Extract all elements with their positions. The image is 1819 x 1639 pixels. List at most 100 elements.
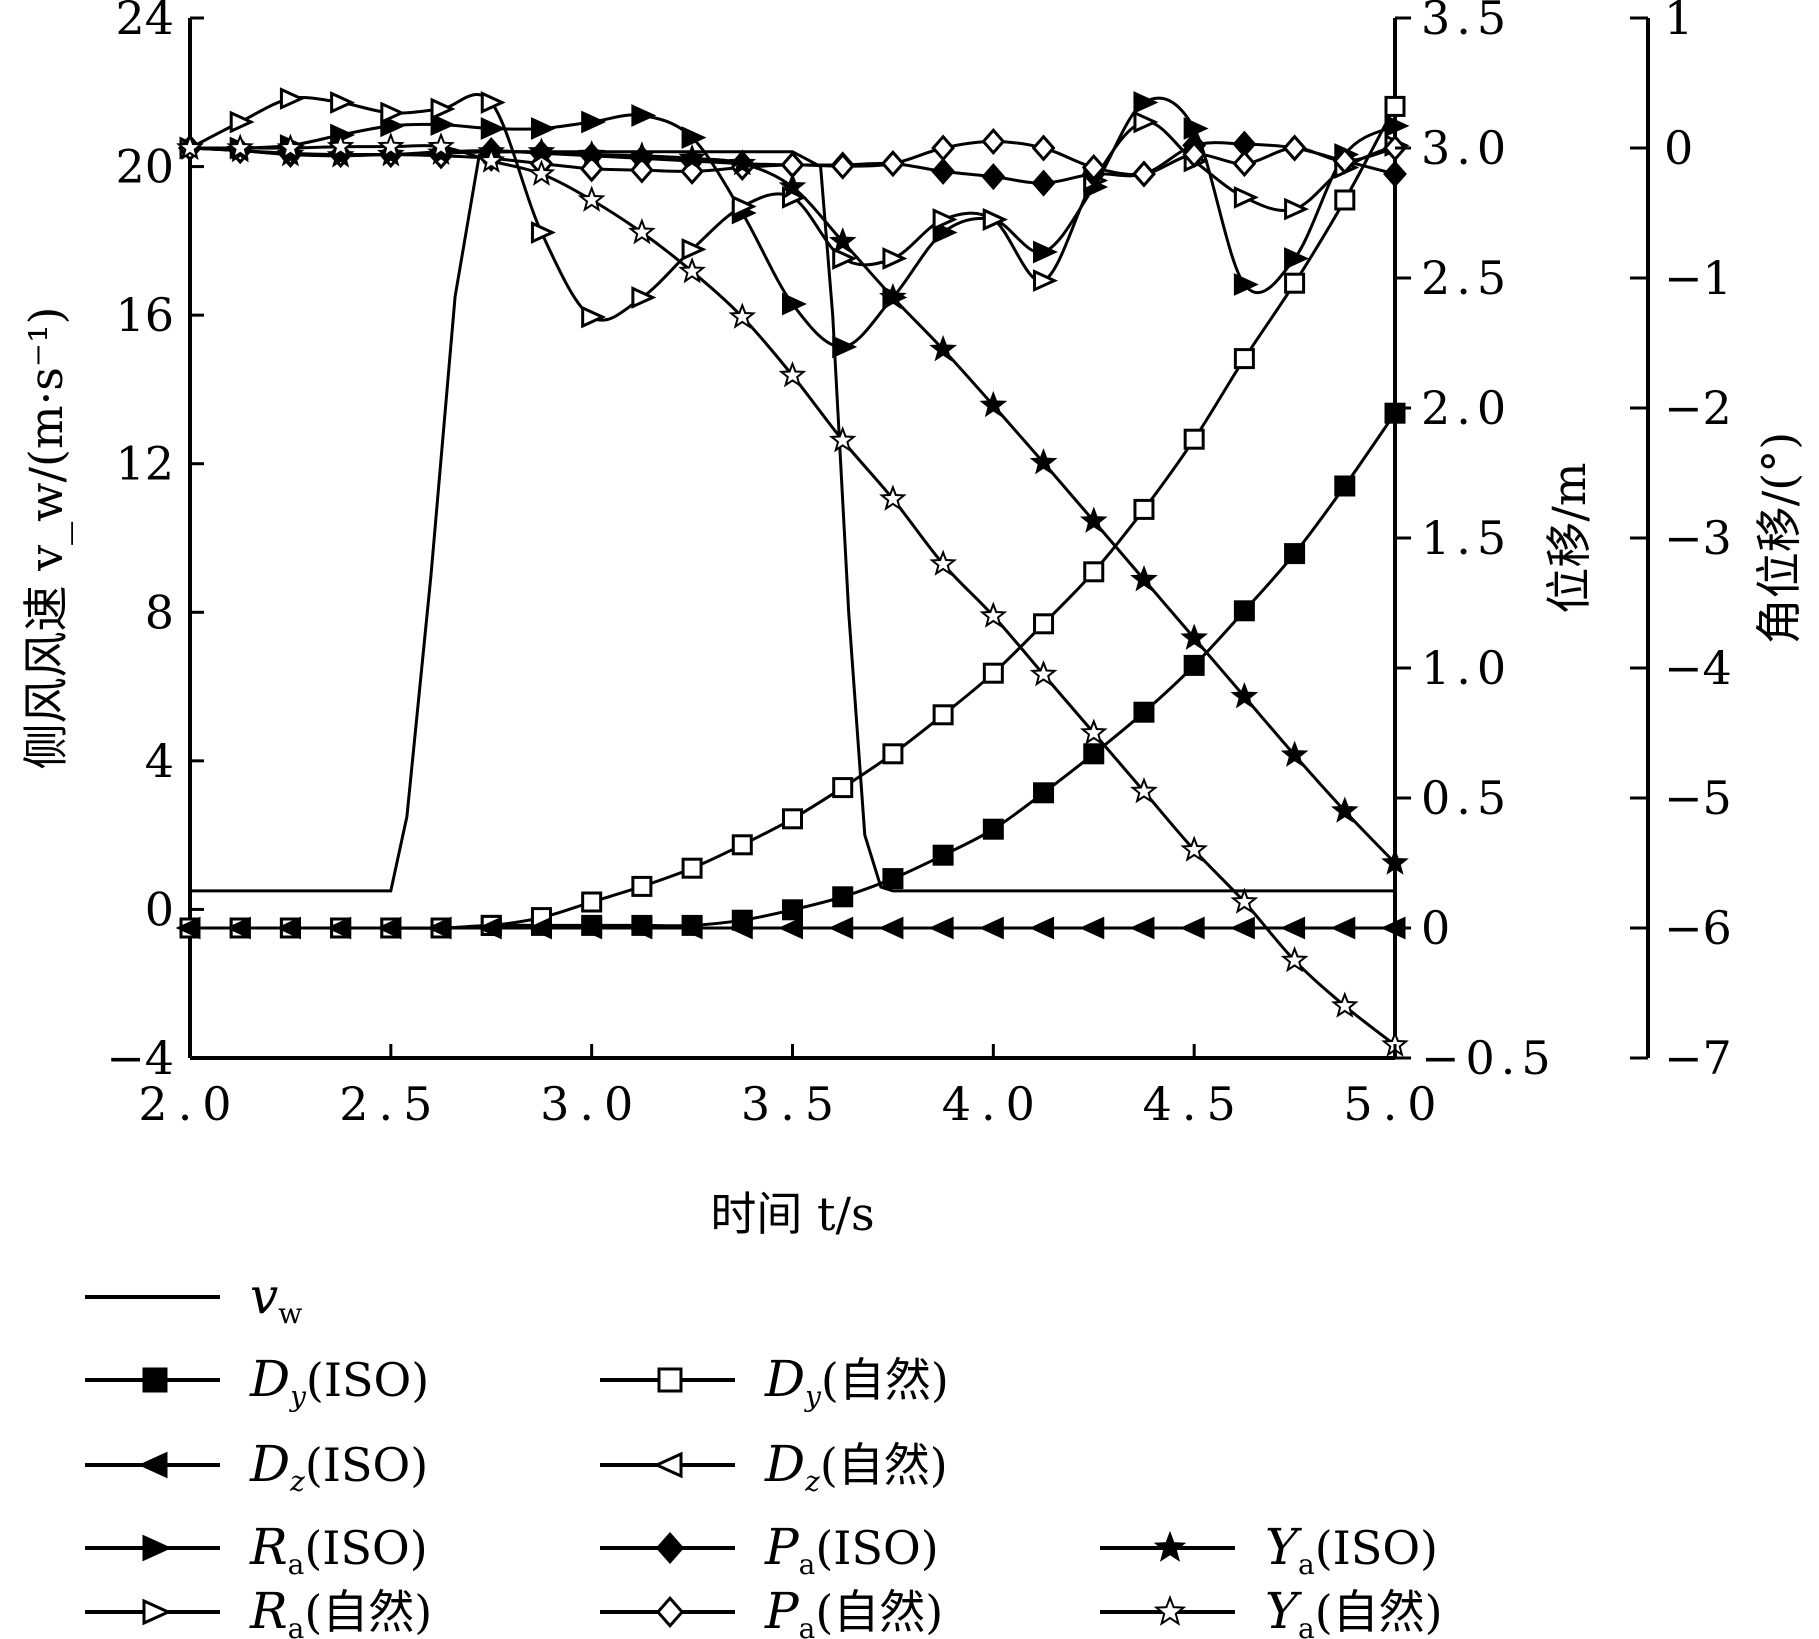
data-point-Ra_nat <box>832 247 858 270</box>
data-point-Ra_nat <box>1033 269 1058 292</box>
chart-legend: vw Dy(ISO) Dy(自然) Dz(ISO) Dz(自然) Ra(ISO)Ra(自然… <box>85 1267 1443 1639</box>
data-point-Ya_ISO <box>377 139 405 167</box>
data-point-Dz_ISO <box>1179 916 1205 940</box>
data-point-Ya_nat <box>427 132 455 159</box>
data-point-Ya_nat <box>828 425 857 453</box>
data-point-Ya_nat <box>1180 835 1208 862</box>
data-point-Ya_nat <box>778 360 807 388</box>
data-point-Dy_ISO <box>1133 701 1155 723</box>
legend-item-Dz_ISO: Dz(ISO) <box>85 1435 428 1498</box>
right-y-tick-label: −5 <box>1664 771 1732 825</box>
legend-marker <box>653 1451 683 1479</box>
data-point-Dy_ISO <box>1183 654 1205 676</box>
data-point-Ya_nat <box>527 159 556 186</box>
data-point-Ya_ISO <box>1230 682 1259 709</box>
data-point-Dz_ISO <box>878 916 904 940</box>
mid-y-tick-label: 0 <box>1421 901 1456 955</box>
left-y-tick-label: 12 <box>115 437 174 491</box>
data-point-Dz_ISO <box>1280 916 1306 940</box>
legend-marker <box>142 1367 168 1393</box>
series-Ya_nat <box>176 132 1409 1057</box>
data-point-Pa_nat <box>1332 147 1357 175</box>
data-point-Dy_nat <box>932 704 954 726</box>
legend-label: Ya(自然) <box>1265 1582 1443 1639</box>
legend-marker <box>138 1451 168 1479</box>
data-point-Ra_ISO <box>581 110 607 134</box>
data-point-Ya_ISO <box>979 390 1008 418</box>
series-Ya_ISO <box>176 133 1409 875</box>
data-point-Ya_nat <box>678 256 706 284</box>
x-tick-label: 3.0 <box>540 1077 643 1131</box>
legend-label: Dy(ISO) <box>249 1350 429 1413</box>
chart-ticks: 2.0 2.5 3.0 3.5 4.0 4.5 5.0 −4 0 4 8 12 16 20 24 −0.5 0 0… <box>106 0 1732 1131</box>
data-point-Dz_ISO <box>1330 916 1356 940</box>
data-point-Ra_ISO <box>380 114 406 138</box>
legend-marker <box>1153 1530 1187 1562</box>
data-point-Ra_nat <box>279 87 305 110</box>
data-point-Dy_nat <box>1133 498 1155 520</box>
data-point-Pa_nat <box>881 150 905 178</box>
data-point-Dz_ISO <box>577 916 603 940</box>
data-point-Ya_ISO <box>527 137 556 164</box>
data-point-Dy_nat <box>731 834 753 856</box>
data-point-Ra_nat <box>681 238 707 261</box>
data-point-Dz_ISO <box>326 916 352 940</box>
data-point-Dz_ISO <box>275 916 301 940</box>
data-point-Dy_nat <box>1233 348 1255 370</box>
data-point-Dy_ISO <box>832 886 854 908</box>
right-y-tick-label: −6 <box>1664 901 1732 955</box>
mid-y-tick-label: −0.5 <box>1421 1031 1557 1085</box>
data-point-Ra_nat <box>882 247 908 270</box>
legend-label: Ra(自然) <box>249 1582 432 1639</box>
x-tick-label: 2.0 <box>138 1077 241 1131</box>
data-point-Dy_nat <box>581 891 603 913</box>
data-point-Ra_nat <box>631 286 657 309</box>
data-point-Dy_nat <box>631 875 653 897</box>
data-point-Dz_ISO <box>978 916 1004 940</box>
data-point-Ya_nat <box>979 601 1008 628</box>
series-Ra_nat <box>179 87 1410 329</box>
mid-y-tick-label: 1.0 <box>1421 641 1512 695</box>
data-point-Ra_nat <box>330 91 356 114</box>
data-point-Dy_ISO <box>1033 782 1055 804</box>
data-point-Dz_ISO <box>426 916 452 940</box>
data-point-Dz_ISO <box>527 916 552 940</box>
data-point-Dz_ISO <box>727 916 753 940</box>
series-line-vw <box>190 150 1395 893</box>
data-point-Ya_ISO <box>828 227 857 254</box>
data-point-Ya_nat <box>377 132 405 159</box>
data-point-Pa_ISO <box>981 163 1006 191</box>
data-point-Dy_nat <box>982 662 1004 684</box>
data-point-Ya_nat <box>929 549 958 576</box>
left-y-tick-label: 0 <box>145 882 174 936</box>
data-point-Pa_nat <box>1031 134 1056 162</box>
legend-label: Pa(自然) <box>764 1582 943 1639</box>
right-y-axis-title: 角位移/(°) <box>1752 432 1806 644</box>
data-point-Ya_ISO <box>879 282 907 310</box>
data-point-Ra_ISO <box>1384 114 1410 138</box>
mid-y-tick-label: 1.5 <box>1421 511 1512 565</box>
data-point-Ya_ISO <box>326 141 355 168</box>
legend-label: Ya(ISO) <box>1265 1518 1438 1581</box>
chart-series <box>175 87 1410 1057</box>
data-point-Ra_nat <box>932 208 958 231</box>
data-point-Pa_ISO <box>931 157 956 185</box>
data-point-Ra_nat <box>1133 110 1159 134</box>
data-point-Dy_nat <box>1033 613 1055 635</box>
data-point-Dy_ISO <box>932 844 954 866</box>
data-point-Ya_ISO <box>1029 448 1058 475</box>
data-point-Dy_ISO <box>1233 600 1255 622</box>
data-point-Dz_ISO <box>175 916 201 940</box>
data-point-Ra_ISO <box>1233 273 1259 296</box>
legend-marker <box>142 1598 172 1626</box>
data-point-Pa_nat <box>830 152 855 180</box>
data-point-Dz_ISO <box>627 916 653 940</box>
mid-y-tick-label: 2.0 <box>1421 381 1512 435</box>
series-line-Ra_ISO <box>189 96 1396 349</box>
legend-label: vw <box>250 1267 302 1330</box>
data-point-Ya_nat <box>176 133 204 160</box>
data-point-Ra_ISO <box>530 117 556 140</box>
series-line-Ya_ISO <box>189 146 1397 865</box>
data-point-Ya_ISO <box>778 172 807 199</box>
